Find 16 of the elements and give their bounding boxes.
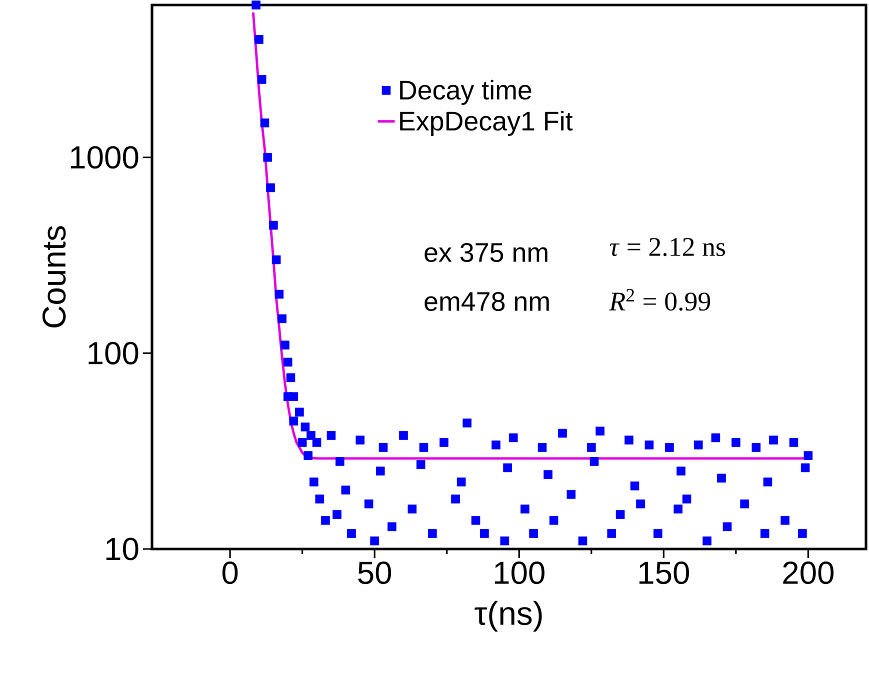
x-tick-label: 200 [783, 562, 834, 584]
annotation: τ = 2.12 ns [610, 238, 725, 256]
y-tick-label: 1000 [70, 146, 138, 169]
y-tick-label: 100 [88, 342, 138, 364]
annotation: em478 nm [424, 292, 549, 311]
legend-label: ExpDecay1 Fit [400, 110, 573, 136]
legend-label: Decay time [400, 80, 532, 105]
y-tick-label: 10 [106, 538, 138, 560]
annotation: ex 375 nm [424, 242, 548, 262]
y-axis-title: Counts [42, 226, 66, 328]
x-tick-label: 100 [494, 562, 544, 584]
annotation: R$^{2}$ = 0.99 [609, 288, 710, 311]
x-axis-title: τ(ns) [474, 600, 542, 632]
x-tick-label: 50 [358, 562, 392, 584]
x-tick-label: 150 [639, 562, 689, 584]
x-tick-label: 0 [222, 562, 238, 584]
